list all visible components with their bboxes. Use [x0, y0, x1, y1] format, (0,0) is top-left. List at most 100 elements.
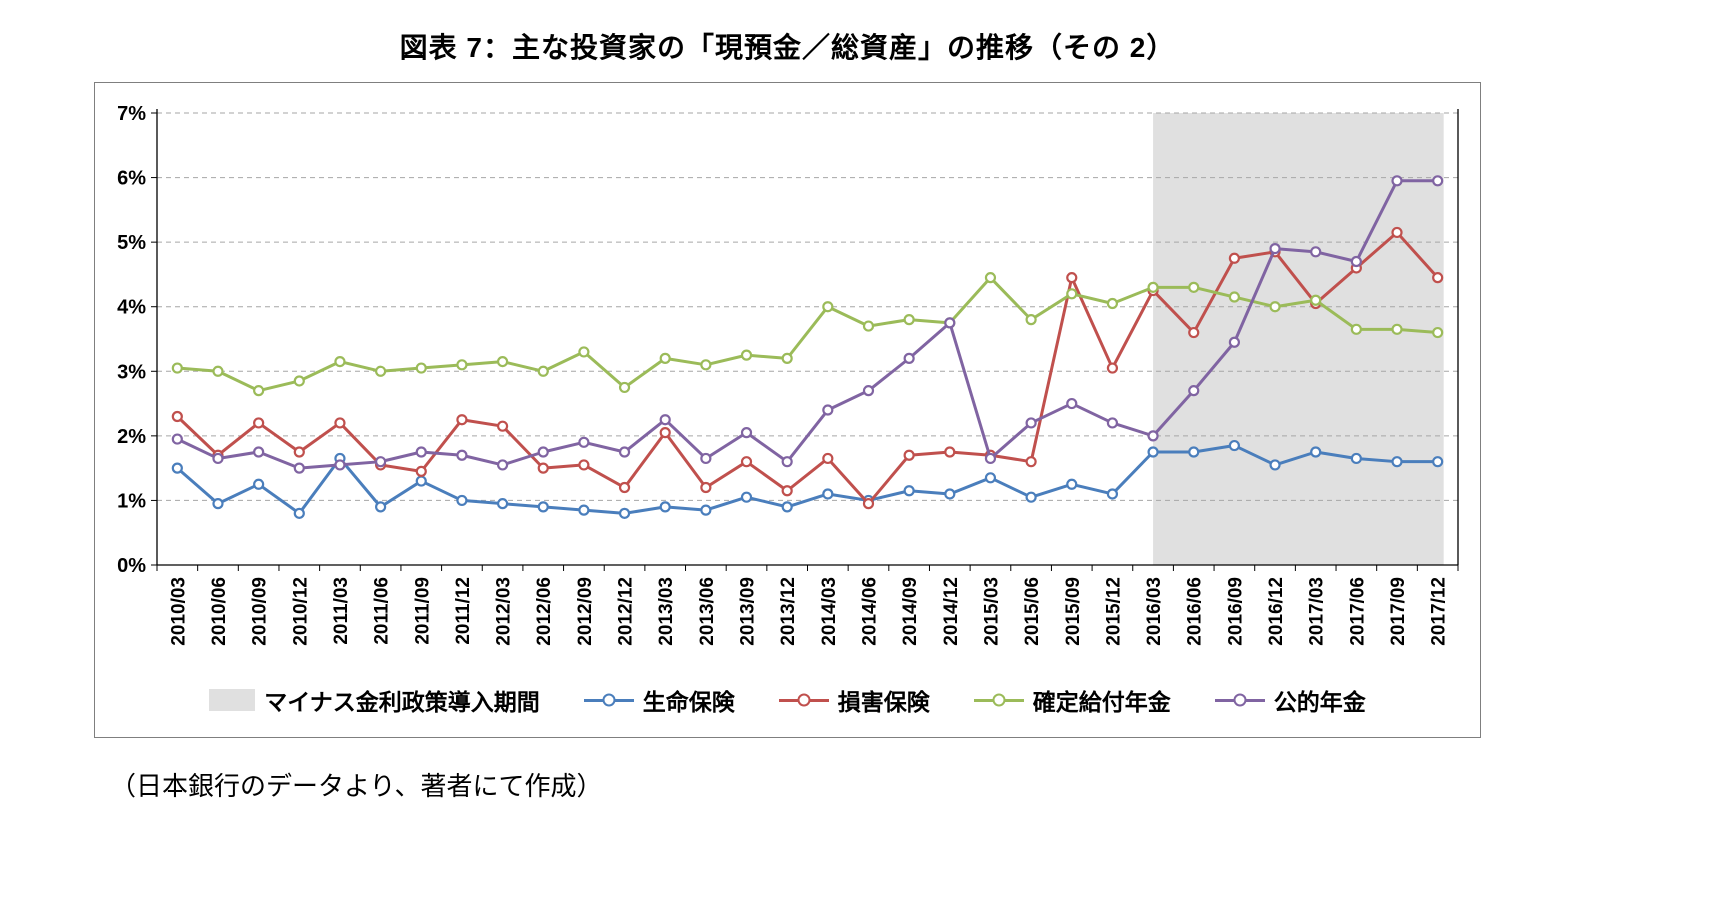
data-point-nonlife-insurance	[903, 449, 915, 461]
data-point-public-pension	[171, 433, 183, 445]
data-point-life-insurance	[1147, 446, 1159, 458]
data-point-life-insurance	[1106, 488, 1119, 500]
data-point-nonlife-insurance	[1391, 226, 1403, 239]
data-point-public-pension	[1066, 397, 1078, 410]
data-point-nonlife-insurance	[740, 456, 753, 468]
legend-swatch-public-pension	[1214, 692, 1265, 708]
data-point-nonlife-insurance	[862, 498, 875, 510]
legend-marker-public-pension	[1233, 693, 1247, 707]
legend-swatch-life-insurance	[583, 692, 634, 708]
chart-frame: 0% 1% 2% 3% 4% 5% 6% 7% 2010/03 2010/06 2010/09 201…	[94, 82, 1481, 738]
x-tick-label: 2017/03	[1307, 577, 1328, 646]
data-point-nonlife-insurance	[781, 485, 793, 497]
data-point-public-pension	[1025, 417, 1037, 429]
data-point-public-pension	[1310, 246, 1322, 258]
x-tick-label: 2011/09	[412, 577, 433, 645]
x-tick-label: 2014/09	[900, 577, 921, 646]
legend-item-defined-benefit-pension: 確定給付年金	[973, 683, 1171, 717]
x-tick-label: 2015/12	[1103, 577, 1124, 646]
legend-swatch-nonlife-insurance	[778, 692, 829, 708]
data-point-public-pension	[537, 446, 549, 458]
data-point-public-pension	[375, 456, 387, 468]
y-tick-label: 4%	[117, 297, 146, 319]
y-tick-label: 0%	[117, 555, 146, 577]
y-tick-label: 5%	[117, 232, 146, 254]
data-point-defined-benefit-pension	[253, 385, 265, 397]
data-point-defined-benefit-pension	[1188, 281, 1200, 293]
data-point-public-pension	[1106, 417, 1119, 429]
data-point-defined-benefit-pension	[1350, 323, 1362, 335]
data-point-life-insurance	[415, 475, 427, 487]
data-point-public-pension	[618, 446, 631, 458]
data-point-life-insurance	[496, 498, 509, 510]
data-point-life-insurance	[1269, 459, 1281, 471]
chart-title: 図表 7：主な投資家の「現預金／総資産」の推移（その 2）	[399, 32, 1176, 63]
data-point-defined-benefit-pension	[1228, 291, 1240, 303]
data-point-nonlife-insurance	[1106, 362, 1119, 374]
data-point-life-insurance	[1432, 456, 1444, 468]
data-point-public-pension	[903, 352, 915, 364]
data-point-defined-benefit-pension	[822, 301, 834, 313]
series-line-public-pension	[175, 179, 1440, 470]
data-point-life-insurance	[781, 501, 793, 513]
legend-marker-life-insurance	[602, 693, 616, 707]
page: 図表 7：主な投資家の「現預金／総資産」の推移（その 2） 0% 1% 2% 3% 4%…	[0, 26, 1719, 803]
data-point-nonlife-insurance	[456, 414, 468, 426]
x-tick-label: 2012/12	[616, 577, 637, 646]
x-tick-label: 2011/12	[453, 577, 474, 645]
data-point-life-insurance	[700, 504, 712, 516]
data-point-life-insurance	[1310, 446, 1322, 458]
data-point-defined-benefit-pension	[1025, 314, 1037, 326]
y-tick-label: 3%	[117, 361, 146, 383]
data-point-nonlife-insurance	[700, 481, 712, 494]
data-point-defined-benefit-pension	[456, 359, 468, 371]
legend-marker-defined-benefit-pension	[992, 693, 1006, 707]
x-axis-labels: 2010/03 2010/06 2010/09 2010/12 2011/03 2011/…	[168, 577, 1449, 646]
data-point-life-insurance	[253, 478, 265, 490]
data-point-defined-benefit-pension	[862, 320, 875, 332]
data-point-public-pension	[415, 446, 427, 458]
x-tick-label: 2011/06	[372, 577, 393, 645]
data-point-defined-benefit-pension	[1432, 326, 1444, 339]
x-tick-label: 2015/06	[1022, 577, 1043, 646]
legend-item-life-insurance-label: 生命保険	[642, 689, 735, 715]
legend-item-shaded-period-label: マイナス金利政策導入期間	[264, 689, 540, 715]
data-point-defined-benefit-pension	[1269, 301, 1281, 313]
data-point-public-pension	[659, 414, 671, 426]
x-tick-label: 2012/09	[575, 577, 596, 646]
chart-legend: マイナス金利政策導入期間 生命保険 損害保険 確定給付年金 公的年金	[95, 681, 1480, 737]
data-point-public-pension	[1432, 175, 1444, 187]
data-point-defined-benefit-pension	[212, 365, 224, 377]
data-point-life-insurance	[1025, 491, 1037, 503]
data-point-life-insurance	[293, 507, 305, 519]
data-point-defined-benefit-pension	[1066, 288, 1078, 300]
x-tick-label: 2013/09	[738, 577, 759, 646]
data-point-defined-benefit-pension	[293, 375, 305, 387]
y-tick-label: 1%	[117, 490, 146, 512]
x-tick-label: 2016/12	[1266, 577, 1287, 646]
y-tick-label: 7%	[117, 103, 146, 125]
x-tick-label: 2013/06	[697, 577, 718, 646]
data-point-public-pension	[334, 459, 346, 471]
data-point-public-pension	[862, 385, 875, 397]
data-point-life-insurance	[537, 501, 549, 513]
x-tick-label: 2017/12	[1429, 577, 1450, 646]
data-point-nonlife-insurance	[822, 452, 834, 465]
data-point-nonlife-insurance	[334, 417, 346, 429]
data-point-life-insurance	[375, 501, 387, 513]
data-point-nonlife-insurance	[1188, 326, 1200, 339]
legend-item-shaded-period: マイナス金利政策導入期間	[209, 683, 540, 717]
data-point-defined-benefit-pension	[659, 352, 671, 364]
x-tick-label: 2010/12	[290, 577, 311, 646]
data-point-nonlife-insurance	[1228, 252, 1240, 264]
data-point-defined-benefit-pension	[1310, 294, 1322, 306]
data-point-life-insurance	[1350, 452, 1362, 465]
data-point-public-pension	[944, 317, 956, 329]
data-point-public-pension	[212, 452, 224, 465]
data-point-life-insurance	[659, 501, 671, 513]
data-point-nonlife-insurance	[537, 462, 549, 474]
data-point-life-insurance	[903, 485, 915, 497]
data-point-nonlife-insurance	[171, 410, 183, 423]
data-point-public-pension	[1350, 255, 1362, 268]
x-tick-label: 2017/09	[1388, 577, 1409, 646]
